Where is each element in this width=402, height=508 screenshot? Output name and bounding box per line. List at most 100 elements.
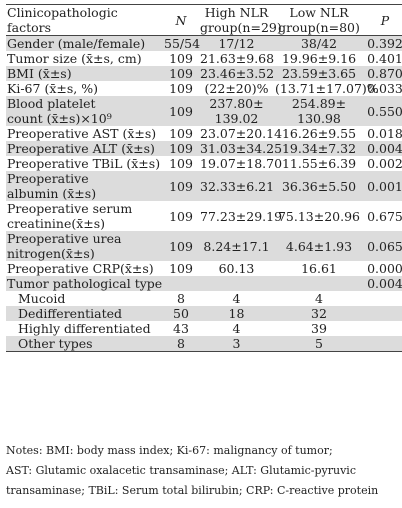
cell-factor-line: Ki-67 (x̄±s, %) [7,81,98,96]
cell-n: 8 [177,291,185,306]
cell-n: 55/54 [163,35,201,51]
cell-factor-line: Preoperative AST (x̄±s) [7,126,157,141]
cell-factor-line: Mucoid [18,291,66,306]
cell-high-nlr-line: 60.13 [218,261,255,276]
cell-factor-line: Blood platelet [7,96,96,111]
cell-p-value: 0.870 [364,66,402,81]
cell-n: 109 [169,126,193,141]
cell-n: 109 [169,51,193,66]
cell-low-nlr: 19.96±9.16 [274,51,364,66]
cell-p-value [364,336,402,352]
cell-p-value: 0.000 [367,261,402,276]
cell-low-nlr-line: 5 [315,336,323,351]
header-p-text: P [380,12,390,28]
cell-high-nlr-line: 23.46±3.52 [200,66,275,81]
cell-p-value: 0.004 [364,141,402,156]
header-high-line-1: High NLR [204,5,269,20]
cell-factor-line: Preoperative CRP(x̄±s) [7,261,154,276]
cell-p-value: 0.004 [364,276,402,291]
cell-n: 109 [169,261,193,276]
cell-high-nlr: 3 [199,336,274,352]
cell-n: 109 [169,81,193,96]
table-row: Preoperative AST (x̄±s) 109 23.07±20.14 16.… [6,126,402,141]
cell-n: 50 [163,306,199,321]
cell-low-nlr: 38/42 [274,35,364,51]
cell-factor: Preoperative CRP(x̄±s) [6,261,163,276]
cell-p-value: 0.550 [364,96,402,126]
cell-low-nlr-line: 38/42 [300,36,338,51]
cell-high-nlr-line: 32.33±6.21 [200,178,275,194]
cell-low-nlr: 75.13±20.96 [274,201,364,231]
cell-factor-line: Preoperative ALT (x̄±s) [7,141,155,156]
cell-factor-line: nitrogen(x̄±s) [7,246,95,261]
cell-factor: Preoperative serum creatinine(x̄±s) [6,201,163,231]
notes-line-2: AST: Glutamic oxalacetic transaminase; A… [6,464,356,477]
cell-high-nlr: 8.24±17.1 [199,231,274,261]
header-high-nlr: High NLR group(n=29) [199,4,282,36]
cell-factor-line: albumin (x̄±s) [7,186,97,201]
header-factors-line-1: Clinicopathologic [7,5,118,20]
cell-low-nlr: 254.89± 130.98 [274,96,364,126]
cell-low-nlr-line: 16.26±9.55 [281,126,357,141]
cell-n [163,276,199,291]
cell-high-nlr: 18 [199,306,274,321]
cell-n: 109 [163,141,199,156]
cell-factor: Tumor pathological type [6,276,163,291]
cell-factor: Other types [6,336,163,352]
cell-factor-line: Tumor pathological type [7,276,163,291]
header-low-line-1: Low NLR [289,5,349,20]
cell-low-nlr: 36.36±5.50 [274,171,364,201]
cell-high-nlr [199,276,274,291]
table-row: Dedifferentiated 50 18 32 [6,306,402,321]
table-notes: Notes: BMI: body mass index; Ki-67: mali… [6,441,396,501]
header-p: P [364,4,402,36]
cell-factor: Blood platelet count (x̄±s)×10⁹ [6,96,163,126]
cell-n: 109 [169,208,193,224]
cell-factor-line: Preoperative [7,171,89,186]
header-low-nlr: Low NLR group(n=80) [274,4,364,36]
cell-high-nlr: 77.23±29.19 [199,201,282,231]
header-factors-line-2: factors [7,20,52,35]
cell-p-value [364,291,402,306]
cell-low-nlr-line: 75.13±20.96 [277,208,361,224]
cell-factor: Preoperative albumin (x̄±s) [6,171,163,201]
cell-factor: Tumor size (x̄±s, cm) [6,51,163,66]
cell-factor: Gender (male/female) [6,35,163,51]
cell-high-nlr-line: 4 [232,291,241,306]
cell-p-value: 0.002 [367,156,402,171]
cell-factor-line: Other types [18,336,93,351]
cell-factor: Ki-67 (x̄±s, %) [6,81,163,96]
table-row: Gender (male/female) 55/54 17/12 38/42 0.392 [6,35,402,51]
cell-high-nlr: 23.07±20.14 [199,126,283,141]
cell-factor-line: Dedifferentiated [18,306,123,321]
notes-line-3: transaminase; TBiL: Serum total bilirubi… [6,484,379,497]
cell-factor: Preoperative TBiL (x̄±s) [6,156,163,171]
cell-factor-line: Preoperative TBiL (x̄±s) [7,156,161,171]
cell-high-nlr: 21.63±9.68 [199,51,274,66]
header-high-line-2: group(n=29) [200,20,282,35]
cell-high-nlr: 23.46±3.52 [199,66,274,81]
cell-high-nlr: 4 [199,321,274,336]
header-factors: Clinicopathologic factors [6,4,163,36]
cell-low-nlr-line: 36.36±5.50 [281,178,357,194]
cell-high-nlr: (22±20)% [199,81,274,96]
cell-n: 109 [169,156,193,171]
cell-high-nlr-line: 23.07±20.14 [200,126,283,141]
cell-high-nlr-line: 31.03±34.25 [200,141,283,156]
table-row: Ki-67 (x̄±s, %) 109 (22±20)% (13.71±17.07)%… [6,81,402,96]
cell-low-nlr: (13.71±17.07)% [274,81,379,96]
table-row: Tumor size (x̄±s, cm) 109 21.63±9.68 19.96±… [6,51,402,66]
cell-low-nlr-line: 130.98 [297,111,341,126]
cell-low-nlr: 4.64±1.93 [274,231,364,261]
cell-low-nlr: 5 [274,336,364,352]
cell-high-nlr-line: 237.80± [209,96,264,111]
cell-factor: Preoperative urea nitrogen(x̄±s) [6,231,163,261]
cell-low-nlr: 19.34±7.32 [274,141,364,156]
cell-high-nlr: 32.33±6.21 [199,171,274,201]
table-row: Other types 8 3 5 [6,336,402,352]
cell-n: 43 [173,321,189,336]
header-low-line-2: group(n=80) [278,20,360,35]
cell-low-nlr-line: 4.64±1.93 [285,238,353,254]
cell-factor: Preoperative AST (x̄±s) [6,126,163,141]
